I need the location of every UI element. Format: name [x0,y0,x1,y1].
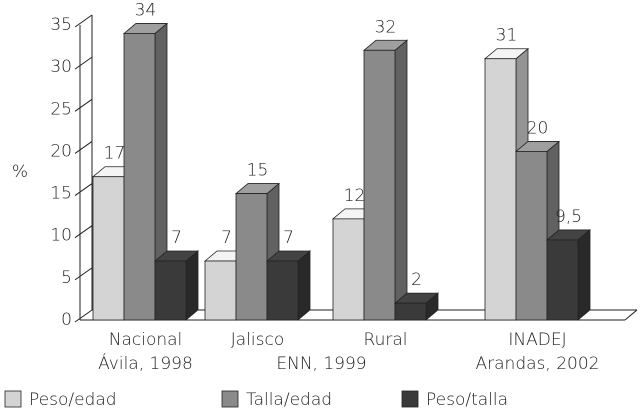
y-tick [74,98,93,112]
y-tick-label: 5 [61,268,72,288]
y-tick-label: 35 [50,15,72,35]
x-tick-label: Nacional [109,330,183,350]
y-tick-label: 20 [50,141,72,161]
y-tick [74,225,93,239]
legend-swatch [221,390,239,408]
value-label: 17 [104,144,126,164]
legend-label: Talla/edad [246,390,332,410]
x-axis-end [624,309,638,321]
y-tick [74,141,93,154]
value-label: 31 [496,26,518,46]
y-tick-label: 10 [50,226,72,246]
value-label: 20 [527,118,549,138]
value-label: 7 [221,228,232,248]
value-label: 34 [135,0,157,20]
y-tick [74,267,93,281]
y-tick [74,309,93,323]
y-tick-label: 15 [50,184,72,204]
bar [546,239,579,321]
y-tick-label: 25 [50,99,72,119]
x-tick-label: INADEJ [508,330,566,350]
legend-label: Peso/edad [29,390,117,410]
bar [123,33,156,321]
value-label: 15 [247,161,269,181]
group-label: ENN, 1999 [276,354,366,374]
x-tick-label: Jalisco [231,330,284,350]
bar [92,176,125,321]
bar [515,151,548,321]
value-label: 9,5 [555,207,582,227]
value-label: 32 [375,17,397,37]
group-label: Ávila, 1998 [98,352,193,374]
bar [394,302,427,321]
y-tick [74,56,93,70]
bar [332,218,365,321]
bar [235,193,268,321]
bar [266,260,299,321]
bar [484,58,517,321]
y-tick [74,14,93,28]
bar-side [297,250,311,321]
value-label: 12 [344,186,366,206]
bar [204,260,237,321]
legend-swatch [4,390,22,408]
x-tick-label: Rural [364,330,408,350]
bar-side [394,39,408,321]
y-tick-label: 0 [61,310,72,330]
legend-label: Peso/talla [426,390,508,410]
y-tick-label: 30 [50,57,72,77]
value-label: 7 [171,228,182,248]
bar-side [185,250,199,321]
value-label: 7 [283,228,294,248]
legend-swatch [401,390,419,408]
bar [363,49,396,321]
value-label: 2 [411,270,422,290]
group-label: Arandas, 2002 [476,354,600,374]
bar-side [577,229,591,321]
bar [154,260,187,321]
y-axis-label: % [12,162,28,182]
y-tick [74,183,93,196]
